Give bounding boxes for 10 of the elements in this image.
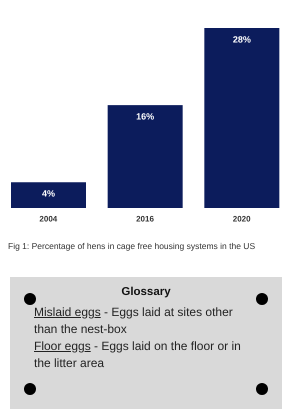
x-tick-label: 2016 <box>136 214 154 224</box>
x-tick-label: 2004 <box>39 214 58 224</box>
text: Floor eggs - Eggs laid on the floor or in the litter area <box>34 339 241 370</box>
data-label: 16% <box>136 112 154 122</box>
x-tick-label: 2020 <box>232 214 252 224</box>
text: Mislaid eggs - Eggs laid at sites other than the nest-box <box>34 305 233 336</box>
caption: Fig 1: Percentage of hens in cage free housing systems in the US <box>8 240 256 253</box>
text: Glossary <box>120 286 172 298</box>
data-label: 4% <box>42 188 56 199</box>
data-label: 28% <box>232 34 251 44</box>
